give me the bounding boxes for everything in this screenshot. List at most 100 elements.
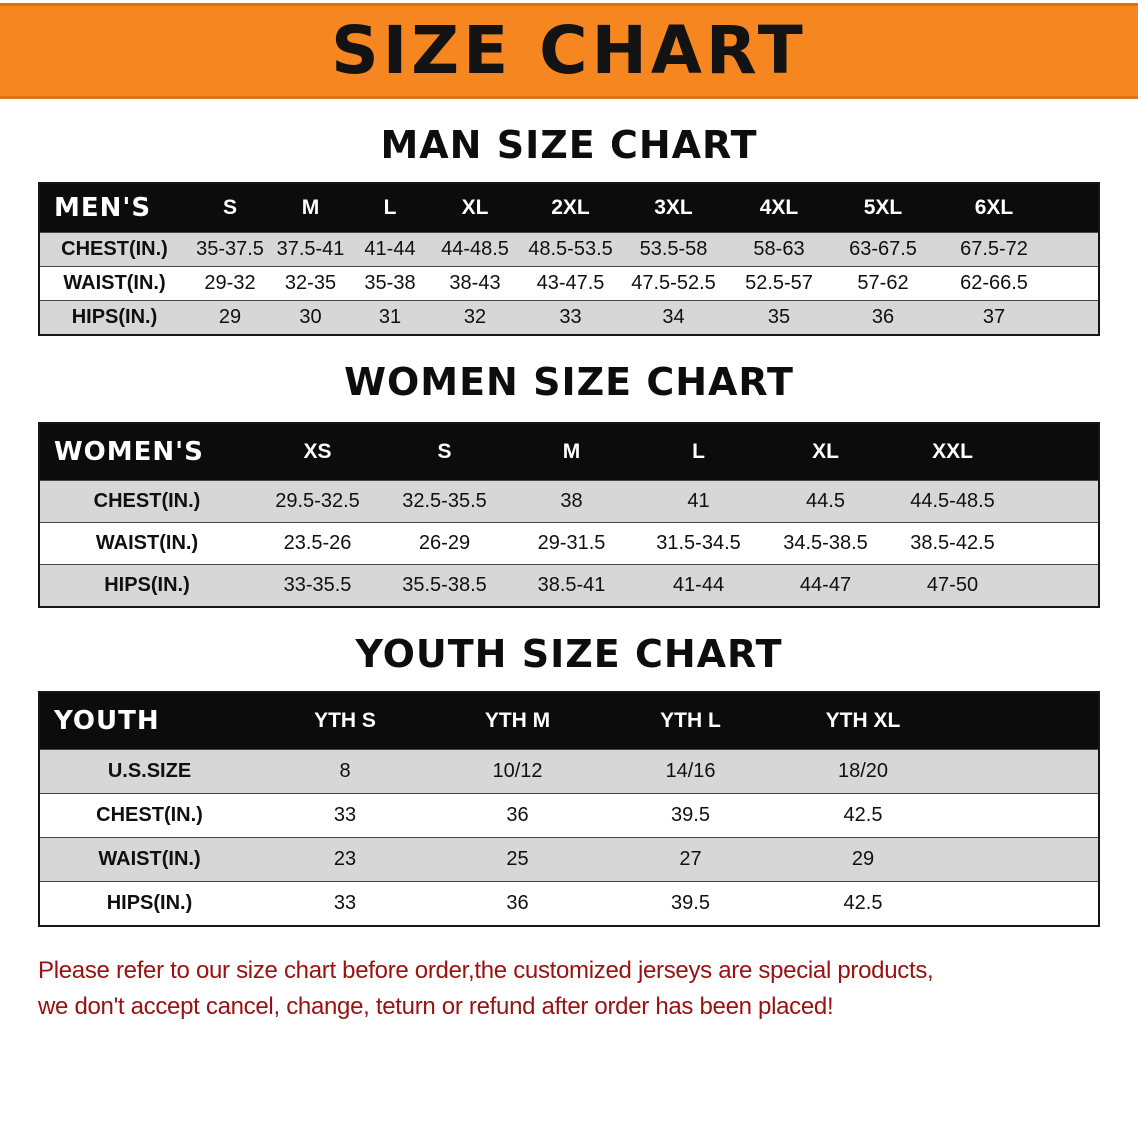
size-column-header: L bbox=[383, 195, 397, 219]
size-column-header: YTH L bbox=[660, 709, 721, 733]
size-value-cell: 41-44 bbox=[364, 237, 416, 260]
row-label: HIPS(IN.) bbox=[106, 892, 193, 915]
table-row: CHEST(IN.) 35-37.5 37.5-41 41-44 44-48.5 48.5… bbox=[39, 232, 1099, 267]
page-title: SIZE CHART bbox=[331, 12, 807, 89]
men-section-heading: MAN SIZE CHART bbox=[380, 123, 758, 167]
size-chart-page: SIZE CHART MAN SIZE CHART MEN'S S M L XL 2XL 3… bbox=[0, 3, 1138, 1135]
size-value-cell: 33 bbox=[559, 305, 582, 328]
table-header-label: MEN'S bbox=[54, 192, 152, 223]
table-row: CHEST(IN.) 33 36 39.5 42.5 bbox=[39, 793, 1099, 838]
size-value-cell: 32.5-35.5 bbox=[402, 489, 487, 512]
row-label: CHEST(IN.) bbox=[61, 237, 168, 260]
spacer-cell bbox=[949, 692, 1099, 750]
size-value-cell: 23 bbox=[333, 848, 357, 871]
size-value-cell: 29-32 bbox=[204, 271, 256, 294]
row-label: HIPS(IN.) bbox=[71, 305, 158, 328]
row-label: WAIST(IN.) bbox=[98, 848, 201, 871]
size-value-cell: 47-50 bbox=[926, 573, 979, 596]
spacer-cell bbox=[949, 882, 1099, 927]
banner: SIZE CHART bbox=[0, 3, 1138, 99]
disclaimer-line-1: Please refer to our size chart before or… bbox=[38, 957, 934, 985]
size-value-cell: 29 bbox=[851, 848, 875, 871]
size-value-cell: 63-67.5 bbox=[849, 237, 917, 260]
size-column-header: 4XL bbox=[759, 195, 799, 219]
size-column-header: 3XL bbox=[654, 195, 693, 219]
men-table-body: CHEST(IN.) 35-37.5 37.5-41 41-44 44-48.5 48.5… bbox=[39, 232, 1099, 335]
spacer-cell bbox=[1054, 266, 1099, 300]
size-value-cell: 42.5 bbox=[843, 892, 883, 915]
size-value-cell: 33 bbox=[333, 804, 357, 827]
size-value-cell: 39.5 bbox=[671, 892, 710, 915]
size-column-header: XXL bbox=[932, 439, 973, 463]
table-header-row: MEN'S S M L XL 2XL 3XL 4XL 5XL 6XL bbox=[39, 182, 1099, 233]
table-header-label: WOMEN'S bbox=[54, 436, 204, 467]
size-column-header: M bbox=[301, 195, 320, 219]
table-row: WAIST(IN.) 23.5-26 26-29 29-31.5 31.5-34.5 34… bbox=[39, 522, 1099, 565]
table-header-row: WOMEN'S XS S M L XL XXL bbox=[39, 422, 1099, 481]
youth-table-body: U.S.SIZE 8 10/12 14/16 18/20 CHEST(IN.) 33 36 39… bbox=[39, 749, 1099, 927]
size-column-header: S bbox=[437, 439, 452, 463]
table-row: WAIST(IN.) 29-32 32-35 35-38 38-43 43-47.5 47.… bbox=[39, 266, 1099, 301]
size-value-cell: 34 bbox=[662, 305, 685, 328]
size-value-cell: 48.5-53.5 bbox=[528, 237, 613, 260]
size-column-header: XL bbox=[812, 439, 839, 463]
spacer-cell bbox=[1016, 522, 1099, 564]
size-value-cell: 8 bbox=[339, 760, 351, 783]
size-column-header: M bbox=[562, 439, 581, 463]
size-value-cell: 57-62 bbox=[857, 271, 909, 294]
size-value-cell: 32-35 bbox=[284, 271, 337, 294]
women-table-head: WOMEN'S XS S M L XL XXL bbox=[39, 422, 1099, 481]
size-value-cell: 38.5-42.5 bbox=[910, 531, 995, 554]
men-size-section: MAN SIZE CHART MEN'S S M L XL 2XL 3XL 4XL 5XL 6XL… bbox=[0, 123, 1138, 336]
size-value-cell: 10/12 bbox=[492, 760, 543, 783]
size-value-cell: 37.5-41 bbox=[276, 237, 345, 260]
disclaimer-line-2: we don't accept cancel, change, teturn o… bbox=[38, 993, 834, 1021]
youth-size-section: YOUTH SIZE CHART YOUTH YTH S YTH M YTH L YTH… bbox=[0, 633, 1138, 928]
size-value-cell: 32 bbox=[463, 305, 487, 328]
size-column-header: XL bbox=[461, 195, 489, 219]
women-size-table: WOMEN'S XS S M L XL XXL CHEST(IN.) 29.5-32.5 32.… bbox=[38, 421, 1100, 608]
table-row: WAIST(IN.) 23 25 27 29 bbox=[39, 837, 1099, 882]
size-value-cell: 38-43 bbox=[449, 271, 501, 294]
size-value-cell: 38 bbox=[560, 489, 583, 512]
size-column-header: 5XL bbox=[863, 195, 903, 219]
size-column-header: 2XL bbox=[551, 195, 590, 219]
size-value-cell: 31 bbox=[378, 305, 402, 328]
size-value-cell: 36 bbox=[871, 305, 895, 328]
size-value-cell: 34.5-38.5 bbox=[783, 531, 868, 554]
spacer-cell bbox=[1054, 183, 1099, 233]
size-value-cell: 67.5-72 bbox=[960, 237, 1028, 260]
table-row: HIPS(IN.) 33 36 39.5 42.5 bbox=[39, 881, 1099, 927]
size-column-header: YTH XL bbox=[825, 709, 901, 733]
size-value-cell: 43-47.5 bbox=[536, 271, 605, 294]
size-value-cell: 58-63 bbox=[753, 237, 805, 260]
size-value-cell: 44.5-48.5 bbox=[910, 489, 995, 512]
size-value-cell: 35 bbox=[767, 305, 791, 328]
size-value-cell: 44-47 bbox=[799, 573, 852, 596]
table-header-label: YOUTH bbox=[54, 706, 160, 737]
disclaimer: Please refer to our size chart before or… bbox=[38, 953, 1100, 1025]
women-table-body: CHEST(IN.) 29.5-32.5 32.5-35.5 38 41 44.5 44.5… bbox=[39, 480, 1099, 607]
table-row: HIPS(IN.) 33-35.5 35.5-38.5 38.5-41 41-44 44-… bbox=[39, 564, 1099, 607]
spacer-cell bbox=[1054, 232, 1099, 266]
women-size-section: WOMEN SIZE CHART WOMEN'S XS S M L XL XXL CHEST… bbox=[0, 361, 1138, 608]
size-value-cell: 26-29 bbox=[418, 531, 471, 554]
size-value-cell: 30 bbox=[299, 305, 322, 328]
table-row: U.S.SIZE 8 10/12 14/16 18/20 bbox=[39, 749, 1099, 794]
size-value-cell: 47.5-52.5 bbox=[631, 271, 716, 294]
size-column-header: YTH M bbox=[484, 709, 551, 733]
size-column-header: L bbox=[692, 439, 705, 463]
size-value-cell: 33-35.5 bbox=[283, 573, 352, 596]
size-value-cell: 52.5-57 bbox=[745, 271, 813, 294]
size-value-cell: 18/20 bbox=[837, 760, 889, 783]
size-value-cell: 42.5 bbox=[843, 804, 883, 827]
spacer-cell bbox=[1016, 480, 1099, 522]
men-size-table: MEN'S S M L XL 2XL 3XL 4XL 5XL 6XL CHEST(IN.) 35-3… bbox=[38, 181, 1100, 336]
spacer-cell bbox=[949, 838, 1099, 882]
size-value-cell: 38.5-41 bbox=[537, 573, 606, 596]
size-value-cell: 29 bbox=[218, 305, 242, 328]
spacer-cell bbox=[1016, 423, 1099, 481]
youth-table-head: YOUTH YTH S YTH M YTH L YTH XL bbox=[39, 692, 1099, 750]
row-label: CHEST(IN.) bbox=[96, 804, 203, 827]
row-label: U.S.SIZE bbox=[107, 760, 192, 783]
